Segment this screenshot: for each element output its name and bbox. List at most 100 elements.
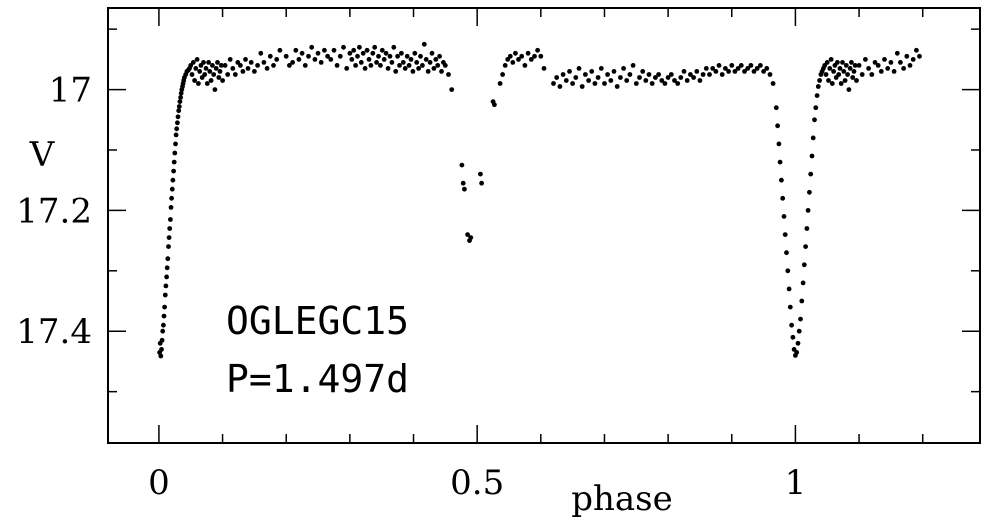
data-point	[790, 334, 796, 340]
data-point	[850, 75, 856, 80]
data-point	[570, 81, 575, 86]
data-point	[240, 69, 246, 74]
data-point	[637, 75, 642, 80]
data-point	[162, 304, 168, 310]
data-point	[907, 63, 913, 68]
data-point	[277, 47, 283, 53]
data-point	[751, 69, 757, 74]
data-point	[754, 66, 760, 71]
data-point	[838, 81, 844, 86]
data-point	[799, 298, 805, 304]
data-point	[776, 141, 782, 147]
data-point	[773, 105, 779, 111]
data-point	[507, 53, 513, 59]
data-point	[703, 66, 709, 71]
data-point	[719, 72, 725, 77]
data-point	[412, 50, 418, 56]
data-point	[437, 53, 442, 59]
data-point	[168, 217, 173, 222]
data-point	[213, 66, 219, 71]
data-point	[621, 66, 626, 71]
data-point	[358, 60, 364, 65]
data-point	[425, 69, 431, 74]
data-point	[831, 69, 836, 74]
data-point	[758, 63, 763, 68]
data-point	[378, 63, 383, 68]
data-point	[665, 75, 671, 80]
data-point	[245, 66, 251, 71]
data-point	[598, 66, 604, 71]
data-point	[172, 150, 178, 156]
x-axis-label: phase	[571, 479, 673, 518]
y-tick-label: 17	[49, 71, 92, 111]
data-point	[764, 66, 770, 71]
data-point	[624, 78, 630, 83]
data-point	[794, 350, 800, 355]
data-point	[176, 104, 182, 109]
data-point	[160, 328, 166, 334]
data-point	[208, 78, 214, 83]
data-point	[662, 81, 668, 86]
data-point	[196, 81, 201, 86]
data-point	[309, 44, 315, 50]
data-point	[735, 66, 741, 71]
data-point	[697, 78, 703, 83]
data-point	[782, 232, 788, 238]
data-point	[431, 66, 437, 71]
data-point	[729, 63, 735, 68]
data-point	[178, 90, 184, 96]
data-point	[891, 69, 897, 74]
data-point	[656, 72, 661, 77]
data-point	[393, 69, 399, 74]
data-point	[767, 72, 773, 77]
data-point	[675, 81, 681, 86]
data-point	[681, 69, 687, 74]
data-point	[178, 95, 184, 100]
data-point	[630, 63, 636, 68]
data-point	[813, 105, 819, 111]
data-point	[368, 63, 374, 68]
data-point	[492, 102, 497, 108]
data-point	[808, 171, 814, 177]
data-point	[846, 87, 852, 92]
data-point	[633, 81, 639, 86]
data-point	[775, 123, 780, 129]
data-point	[176, 108, 182, 114]
data-point	[510, 60, 516, 65]
data-point	[287, 63, 292, 68]
data-point	[742, 69, 747, 74]
data-point	[646, 72, 652, 77]
data-point	[576, 66, 582, 71]
data-point	[810, 135, 816, 141]
data-point	[217, 69, 223, 74]
data-point	[197, 69, 203, 74]
data-point	[159, 347, 164, 352]
data-point	[173, 141, 178, 147]
data-point	[784, 250, 789, 256]
data-point	[649, 81, 655, 86]
data-point	[404, 53, 410, 59]
data-point	[866, 66, 871, 71]
data-point	[614, 84, 620, 89]
data-point	[869, 72, 875, 77]
data-point	[804, 226, 810, 231]
data-point	[169, 186, 175, 192]
data-point	[395, 53, 400, 59]
data-point	[423, 57, 429, 62]
data-point	[232, 72, 238, 77]
data-point	[795, 340, 801, 346]
data-point	[331, 47, 337, 53]
data-point	[449, 87, 455, 92]
x-tick-label: 0.5	[450, 463, 504, 503]
data-point	[274, 57, 280, 62]
data-point	[215, 60, 220, 65]
data-point	[602, 81, 607, 86]
data-point	[787, 304, 793, 310]
data-point	[513, 50, 518, 56]
data-point	[189, 72, 195, 77]
data-point	[770, 81, 776, 86]
data-point	[210, 63, 215, 68]
x-tick-label: 1	[785, 463, 807, 503]
data-point	[364, 47, 370, 53]
data-point	[222, 63, 228, 68]
